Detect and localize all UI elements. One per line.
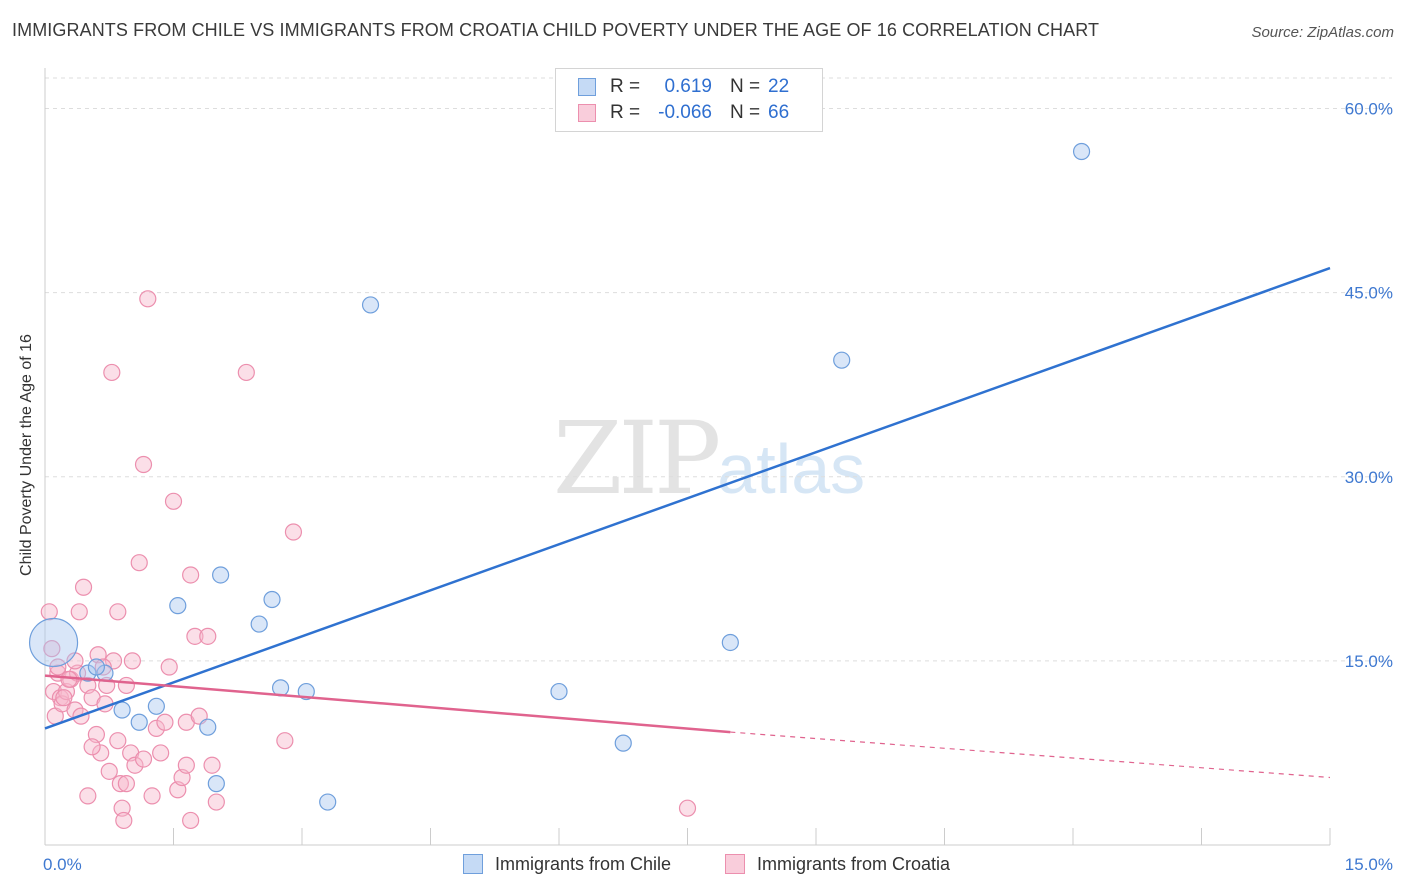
croatia-point [83, 738, 101, 756]
chile-point [169, 597, 187, 615]
chile-n-label: N = [730, 76, 761, 97]
chile-point [319, 793, 337, 811]
croatia-point [134, 455, 153, 474]
correlation-legend: R = 0.619 N = 22 R = -0.066 N = 66 [555, 68, 823, 132]
chile-point [212, 566, 230, 584]
chile-point [614, 734, 632, 752]
chile-point [207, 775, 225, 793]
croatia-point [70, 603, 88, 621]
chile-r-label: R = [610, 76, 641, 97]
chile-point [130, 713, 148, 731]
croatia-point [199, 627, 217, 645]
croatia-n-value: 66 [768, 102, 790, 123]
y-tick-label: 45.0% [1345, 284, 1393, 303]
croatia-point [182, 811, 200, 830]
y-tick-label: 60.0% [1345, 100, 1393, 119]
chile-point [361, 296, 380, 314]
chart-title: IMMIGRANTS FROM CHILE VS IMMIGRANTS FROM… [12, 20, 1100, 40]
croatia-point [147, 719, 165, 737]
chile-point [550, 682, 568, 701]
chile-trend-line [44, 266, 1331, 730]
source-label: Source: ZipAtlas.com [1251, 24, 1394, 41]
croatia-point [139, 290, 157, 308]
chile-point [79, 664, 97, 682]
chile-point [721, 633, 739, 652]
croatia-trend-line [44, 674, 731, 734]
croatia-point [49, 658, 67, 676]
croatia-point [111, 775, 129, 793]
croatia-point [109, 732, 127, 750]
croatia-point [152, 744, 170, 762]
chile-point [113, 701, 131, 719]
croatia-r-label: R = [610, 102, 641, 123]
croatia-point [182, 566, 200, 584]
croatia-point [126, 756, 144, 774]
chile-point [1072, 142, 1091, 161]
croatia-point [94, 658, 112, 676]
bottom-legend-chile: Immigrants from Chile [463, 852, 671, 876]
croatia-point [55, 689, 73, 707]
croatia-n-label: N = [730, 102, 761, 123]
croatia-r-value: -0.066 [658, 102, 712, 123]
chile-point [147, 697, 165, 715]
croatia-point [40, 603, 58, 621]
croatia-point [109, 603, 127, 621]
croatia-point [177, 756, 195, 774]
croatia-point [123, 652, 141, 670]
chile-r-value: 0.619 [664, 76, 712, 97]
croatia-swatch [578, 104, 596, 122]
y-axis-label: Child Poverty Under the Age of 16 [18, 334, 35, 576]
croatia-point [678, 799, 697, 817]
croatia-point [164, 492, 183, 510]
croatia-trend-extension [730, 731, 1331, 779]
x-tick-label: 0.0% [43, 855, 82, 874]
croatia-point [276, 732, 294, 750]
croatia-point [100, 762, 118, 780]
chile-swatch [578, 78, 596, 96]
croatia-point [79, 787, 97, 805]
bottom-legend-croatia: Immigrants from Croatia [725, 852, 950, 876]
croatia-point [156, 713, 174, 731]
legend-row-croatia: R = -0.066 N = 66 [578, 101, 789, 125]
croatia-point [237, 363, 255, 382]
x-tick-label: 15.0% [1345, 855, 1393, 874]
croatia-point [103, 363, 121, 382]
croatia-point [203, 756, 221, 774]
chile-point [263, 590, 281, 609]
croatia-point [92, 744, 110, 762]
bottom-chile-swatch [463, 854, 483, 874]
chile-point [250, 615, 268, 633]
chile-point [199, 718, 217, 736]
croatia-point [74, 578, 93, 596]
croatia-point [117, 775, 135, 793]
chile-point [28, 617, 79, 668]
chile-point [833, 351, 851, 369]
croatia-point [43, 640, 61, 658]
croatia-point [104, 652, 123, 670]
chile-point [87, 658, 106, 676]
y-tick-label: 30.0% [1345, 468, 1393, 487]
croatia-point [143, 787, 161, 805]
croatia-point [160, 658, 178, 676]
bottom-croatia-label: Immigrants from Croatia [757, 853, 951, 874]
croatia-point [117, 676, 135, 695]
legend-row-chile: R = 0.619 N = 22 [578, 75, 789, 99]
croatia-point [130, 554, 148, 572]
bottom-croatia-swatch [725, 854, 745, 874]
croatia-point [284, 523, 303, 541]
croatia-point [186, 627, 204, 645]
croatia-point [134, 750, 153, 768]
y-tick-label: 15.0% [1345, 652, 1393, 671]
bottom-chile-label: Immigrants from Chile [495, 853, 672, 874]
croatia-point [115, 811, 133, 830]
chile-n-value: 22 [768, 76, 790, 97]
croatia-point [207, 793, 225, 811]
croatia-point [44, 682, 63, 701]
